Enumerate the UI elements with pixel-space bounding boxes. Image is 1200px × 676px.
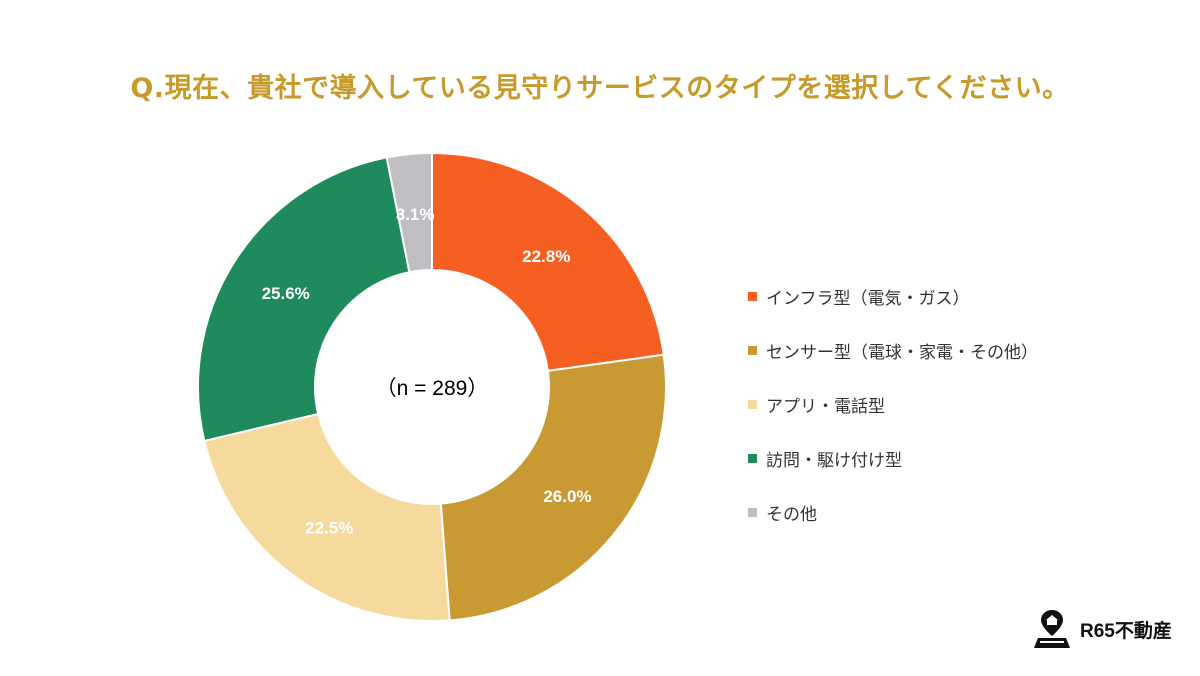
legend-swatch — [748, 453, 757, 463]
legend-label: その他 — [766, 504, 817, 525]
legend-label: アプリ・電話型 — [766, 396, 885, 417]
slice-1 — [431, 151, 665, 373]
legend-swatch — [748, 399, 757, 409]
brand-name: R65不動産 — [1080, 620, 1172, 642]
chart-legend: インフラ型（電気・ガス） センサー型（電球・家電・その他） アプリ・電話型 訪問・駆け… — [748, 282, 1038, 552]
sample-size-label: （n = 289） — [376, 377, 489, 400]
chart-title: Q.現在、貴社で導入している見守りサービスのタイプを選択してください。 — [130, 73, 1070, 104]
slice-4 — [197, 156, 411, 443]
slice-value-label-4: 25.6% — [262, 284, 310, 303]
slice-value-label-2: 26.0% — [543, 487, 591, 506]
legend-label: センサー型（電球・家電・その他） — [766, 342, 1038, 363]
slice-3 — [203, 412, 451, 622]
slice-value-label-1: 22.8% — [522, 247, 570, 266]
map-pin-icon — [1034, 610, 1070, 648]
brand-logo: R65不動産 — [1030, 608, 1172, 650]
slice-value-label-3: 22.5% — [305, 518, 353, 537]
slice-2 — [439, 353, 667, 622]
legend-label: インフラ型（電気・ガス） — [766, 288, 970, 309]
slice-5 — [385, 151, 433, 274]
legend-label: 訪問・駆け付け型 — [766, 450, 902, 471]
legend-item-3: アプリ・電話型 — [748, 390, 1038, 418]
legend-swatch — [748, 507, 757, 517]
legend-swatch — [748, 345, 757, 355]
legend-item-4: 訪問・駆け付け型 — [748, 444, 1038, 472]
legend-item-5: その他 — [748, 498, 1038, 526]
legend-swatch — [748, 291, 757, 301]
legend-item-2: センサー型（電球・家電・その他） — [748, 336, 1038, 364]
slice-value-label-5: 3.1% — [396, 205, 435, 224]
legend-item-1: インフラ型（電気・ガス） — [748, 282, 1038, 310]
